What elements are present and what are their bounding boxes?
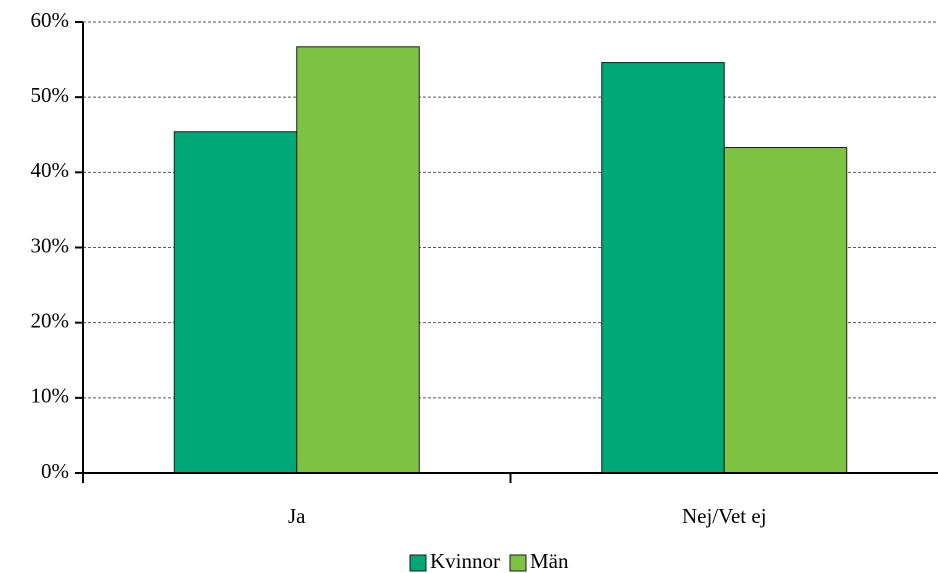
bar [601, 62, 725, 474]
y-tick-label: 10% [31, 384, 70, 408]
y-tick-label: 50% [31, 83, 70, 107]
y-tick-label: 0% [41, 459, 69, 483]
bar [296, 46, 420, 474]
x-tick-label: Ja [288, 504, 306, 528]
legend-swatch [509, 554, 527, 572]
y-tick-label: 40% [31, 158, 70, 182]
y-tick-label: 30% [31, 233, 70, 257]
legend-label: Män [530, 549, 569, 573]
x-tick-label: Nej/Vet ej [682, 504, 767, 528]
bar [173, 131, 298, 474]
y-tick-label: 20% [31, 308, 70, 332]
legend-label: Kvinnor [430, 549, 500, 573]
bar [723, 147, 848, 474]
legend-swatch [409, 554, 427, 572]
y-tick-label: 60% [31, 8, 70, 32]
